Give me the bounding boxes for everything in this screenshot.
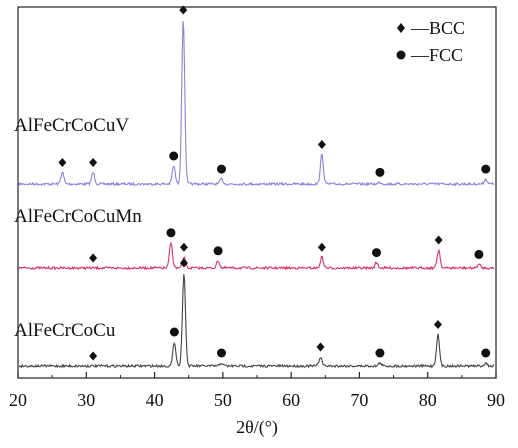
legend: —BCC —FCC <box>396 18 465 65</box>
bcc-marker <box>317 242 326 252</box>
series-label-layer: AlFeCrCoCuV AlFeCrCoCuMn AlFeCrCoCu <box>14 115 142 341</box>
fcc-marker <box>375 167 385 177</box>
bcc-marker <box>434 235 443 245</box>
x-tick-label: 30 <box>77 390 95 410</box>
series-layer <box>18 21 495 369</box>
series-line-2 <box>18 274 495 369</box>
bcc-marker <box>58 158 67 168</box>
bcc-marker <box>89 253 98 263</box>
legend-fcc-marker <box>396 50 406 60</box>
fcc-marker <box>216 164 226 174</box>
x-tick-label: 50 <box>214 390 232 410</box>
legend-bcc-label: —BCC <box>410 18 465 38</box>
fcc-marker <box>474 249 484 259</box>
fcc-marker <box>213 246 223 256</box>
bcc-marker <box>179 258 188 268</box>
x-axis-label: 2θ/(°) <box>236 417 278 438</box>
x-tick-label: 40 <box>146 390 164 410</box>
legend-bcc-marker <box>397 23 405 33</box>
fcc-marker <box>481 348 491 358</box>
x-tick-label: 60 <box>282 390 300 410</box>
bcc-marker <box>179 242 188 252</box>
x-axis-ticks: 20 30 40 50 60 70 80 90 <box>9 372 505 410</box>
bcc-marker <box>89 158 98 168</box>
bcc-marker <box>433 320 442 329</box>
bcc-marker <box>316 342 325 352</box>
phase-marker-layer <box>58 5 491 361</box>
fcc-marker <box>372 248 381 258</box>
fcc-marker <box>375 348 385 358</box>
bcc-marker <box>317 139 326 149</box>
series-line-0 <box>18 21 495 187</box>
series-label-2: AlFeCrCoCu <box>14 320 116 341</box>
fcc-marker <box>166 228 176 238</box>
series-label-0: AlFeCrCoCuV <box>14 115 129 136</box>
fcc-marker <box>169 151 179 161</box>
x-tick-label: 70 <box>350 390 368 410</box>
bcc-marker <box>179 5 188 15</box>
x-tick-label: 20 <box>9 390 27 410</box>
fcc-marker <box>169 327 179 337</box>
series-label-1: AlFeCrCoCuMn <box>14 206 142 227</box>
x-tick-label: 80 <box>419 390 437 410</box>
fcc-marker <box>216 348 226 358</box>
legend-fcc-label: —FCC <box>410 45 463 65</box>
fcc-marker <box>481 164 491 174</box>
bcc-marker <box>89 351 98 361</box>
x-tick-label: 90 <box>487 390 505 410</box>
series-line-1 <box>18 241 495 271</box>
